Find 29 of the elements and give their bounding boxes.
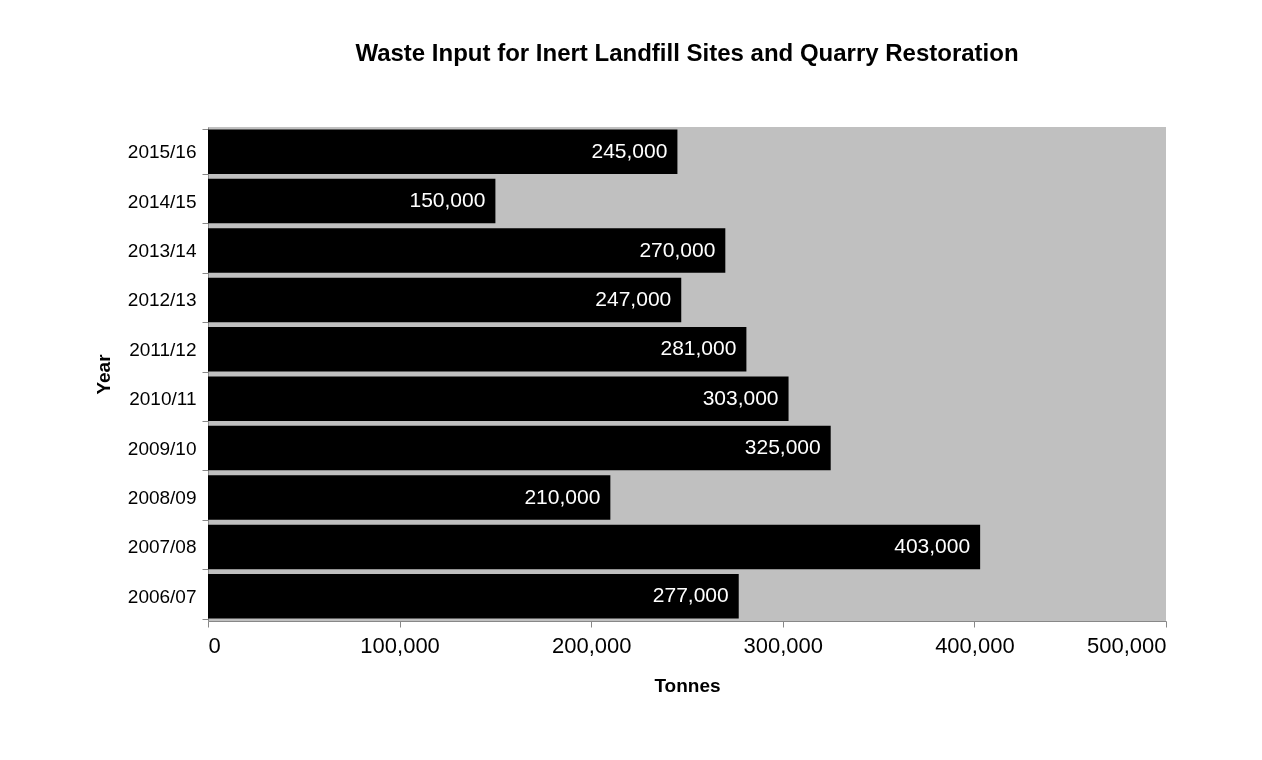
y-tick-label: 2014/15 xyxy=(127,190,197,212)
x-tick-label: 0 xyxy=(208,632,221,658)
data-label: 325,000 xyxy=(744,435,821,459)
y-tick-label: 2007/08 xyxy=(127,536,197,558)
data-label: 281,000 xyxy=(660,336,737,360)
y-tick-label: 2006/07 xyxy=(127,585,197,607)
data-label: 247,000 xyxy=(595,286,672,310)
y-tick-label: 2011/12 xyxy=(129,338,197,360)
x-tick-label: 500,000 xyxy=(1086,632,1167,658)
y-axis-title: Year xyxy=(92,353,114,395)
y-tick-label: 2012/13 xyxy=(127,289,197,311)
y-tick-label: 2009/10 xyxy=(127,437,197,459)
data-label: 303,000 xyxy=(702,385,779,409)
x-tick-label: 300,000 xyxy=(743,632,824,658)
x-axis-title: Tonnes xyxy=(654,674,721,696)
y-tick-label: 2008/09 xyxy=(127,487,197,508)
y-tick-label: 2015/16 xyxy=(127,141,197,163)
data-label: 210,000 xyxy=(524,484,601,508)
x-tick-label: 200,000 xyxy=(551,632,632,658)
data-label: 277,000 xyxy=(652,583,729,607)
y-tick-label: 2013/14 xyxy=(127,240,197,261)
data-label: 403,000 xyxy=(894,533,971,557)
chart-title: Waste Input for Inert Landfill Sites and Quarry Restoration xyxy=(355,39,1019,66)
x-tick-label: 400,000 xyxy=(935,632,1015,658)
data-label: 150,000 xyxy=(409,188,486,212)
y-tick-label: 2010/11 xyxy=(129,388,197,410)
data-label: 270,000 xyxy=(639,237,716,261)
data-label: 245,000 xyxy=(591,138,668,162)
x-tick-label: 100,000 xyxy=(360,632,440,658)
